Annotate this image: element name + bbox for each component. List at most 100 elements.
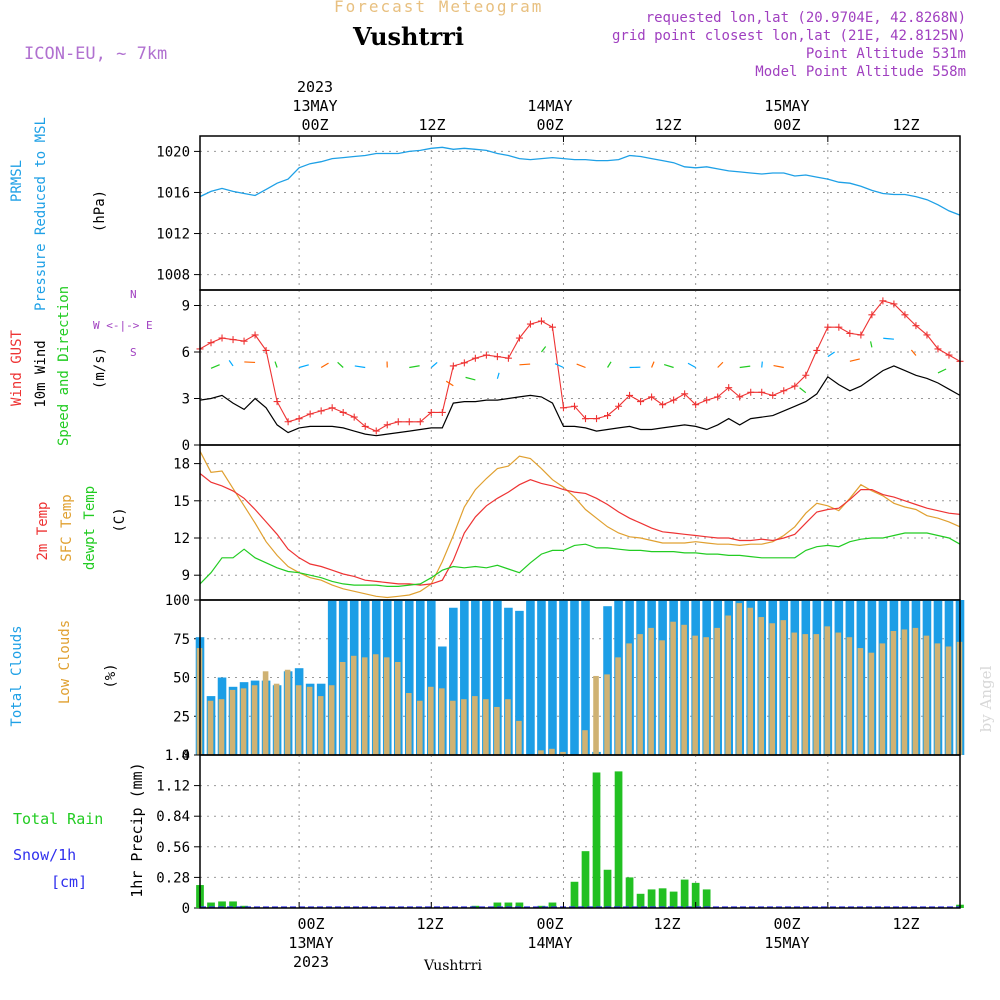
gust-marker (769, 391, 777, 399)
gust-marker (824, 323, 832, 331)
gust-marker (317, 407, 325, 415)
gust-marker (791, 382, 799, 390)
wind-arrow (607, 361, 612, 368)
gust-marker (637, 398, 645, 406)
bottom-axis-date: 15MAY (764, 934, 810, 952)
low-cloud-bar (461, 699, 467, 755)
low-cloud-bar (890, 631, 897, 755)
precip-bar (548, 902, 557, 908)
low-cloud-bar (758, 617, 765, 755)
wind-arrow (274, 361, 278, 368)
bottom-axis-hour: 00Z (773, 915, 801, 933)
low-cloud-bar (505, 699, 511, 755)
precip-bar (614, 771, 623, 908)
gust-marker (449, 362, 457, 370)
gust-marker (747, 388, 755, 396)
gust-marker (284, 418, 292, 426)
requested-coords: requested lon,lat (20.9704E, 42.8268N) (645, 10, 966, 26)
gust-marker (945, 351, 953, 359)
gust-marker (670, 396, 678, 404)
top-axis-date: 15MAY (764, 97, 810, 115)
gust-marker (736, 393, 744, 401)
low-cloud-bar (846, 637, 853, 755)
station-title: Vushtrri (353, 22, 464, 51)
low-cloud-bar (428, 686, 434, 755)
y-tick-label: 1016 (156, 185, 190, 201)
low-cloud-bar (901, 629, 908, 755)
low-cloud-bar (824, 626, 831, 755)
low-cloud-bar (306, 686, 313, 755)
low-cloud-bar (273, 683, 280, 755)
low-cloud-bar (416, 700, 423, 755)
total-cloud-bar (548, 600, 557, 755)
gust-marker (405, 418, 413, 426)
low-cloud-bar (802, 634, 809, 755)
panel-frame (199, 754, 961, 909)
wind-arrow (576, 363, 586, 369)
low-cloud-bar (328, 685, 335, 755)
snow-label: Snow/1h (13, 846, 77, 864)
wind-arrow (687, 362, 696, 369)
panel-frame (199, 289, 961, 446)
total-cloud-bar (515, 610, 524, 755)
low-cloud-bar (945, 646, 952, 755)
gust-marker (328, 404, 336, 412)
gust-marker (504, 354, 512, 362)
low-cloud-bar (229, 689, 236, 755)
top-axis-label: 2023 13MAY 00Z (270, 78, 360, 135)
y-tick-label: 1020 (156, 144, 190, 160)
top-axis-hour: 12Z (892, 116, 920, 134)
wind-arrow (465, 376, 476, 381)
low-cloud-bar (747, 607, 754, 755)
gust-marker (394, 418, 402, 426)
top-axis-hour: 00Z (536, 116, 564, 134)
precip-bar (493, 902, 502, 908)
precip-bar (537, 905, 546, 908)
wind-arrow (910, 349, 917, 356)
low-cloud-bar (549, 748, 555, 755)
precip-bar (680, 879, 689, 908)
low-cloud-bar (703, 637, 709, 755)
top-axis-date: 13MAY (292, 97, 338, 115)
low-cloud-bar (604, 674, 610, 755)
low-cloud-bar (879, 643, 886, 755)
low-cloud-bar (769, 623, 776, 755)
pressure-line (199, 146, 961, 216)
bottom-axis-label: 12Z (622, 915, 712, 934)
gust-marker (372, 427, 380, 435)
bottom-axis-year: 2023 (292, 953, 330, 971)
gust-marker (262, 346, 270, 354)
gust-marker (559, 404, 567, 412)
y-tick-label: 1.4 (165, 748, 190, 764)
total-rain-label: Total Rain (13, 810, 104, 828)
low-cloud-bar (736, 603, 743, 755)
gust-marker (692, 401, 700, 409)
wind-arrow (337, 361, 344, 368)
total-cloud-bar (427, 600, 436, 755)
low-cloud-bar (372, 654, 379, 755)
gust-marker (471, 354, 479, 362)
wind-arrow (496, 372, 500, 379)
top-axis-date: 14MAY (527, 97, 573, 115)
precip-bar (647, 889, 656, 908)
point-altitude: Point Altitude 531m (805, 46, 966, 62)
wind-arrow (664, 364, 674, 369)
gust-marker (879, 297, 887, 305)
bottom-axis-label: 00Z 14MAY (505, 915, 595, 953)
gust-marker (780, 387, 788, 395)
precip-bar (669, 891, 678, 908)
low-cloud-bar (207, 700, 214, 755)
bottom-axis-date: 13MAY (288, 934, 334, 952)
low-cloud-bar (262, 671, 269, 755)
total-cloud-bar (504, 607, 513, 755)
total-cloud-bar (327, 600, 337, 755)
gust-marker (615, 402, 623, 410)
gust-marker (846, 329, 854, 337)
gust-marker (383, 421, 391, 429)
precip-bar (570, 881, 579, 908)
precip-bar (240, 905, 248, 908)
total-cloud-bar (415, 600, 425, 755)
gust-marker (890, 300, 898, 308)
y-tick-label: 1.12 (156, 779, 190, 795)
low-cloud-bar (383, 657, 390, 755)
